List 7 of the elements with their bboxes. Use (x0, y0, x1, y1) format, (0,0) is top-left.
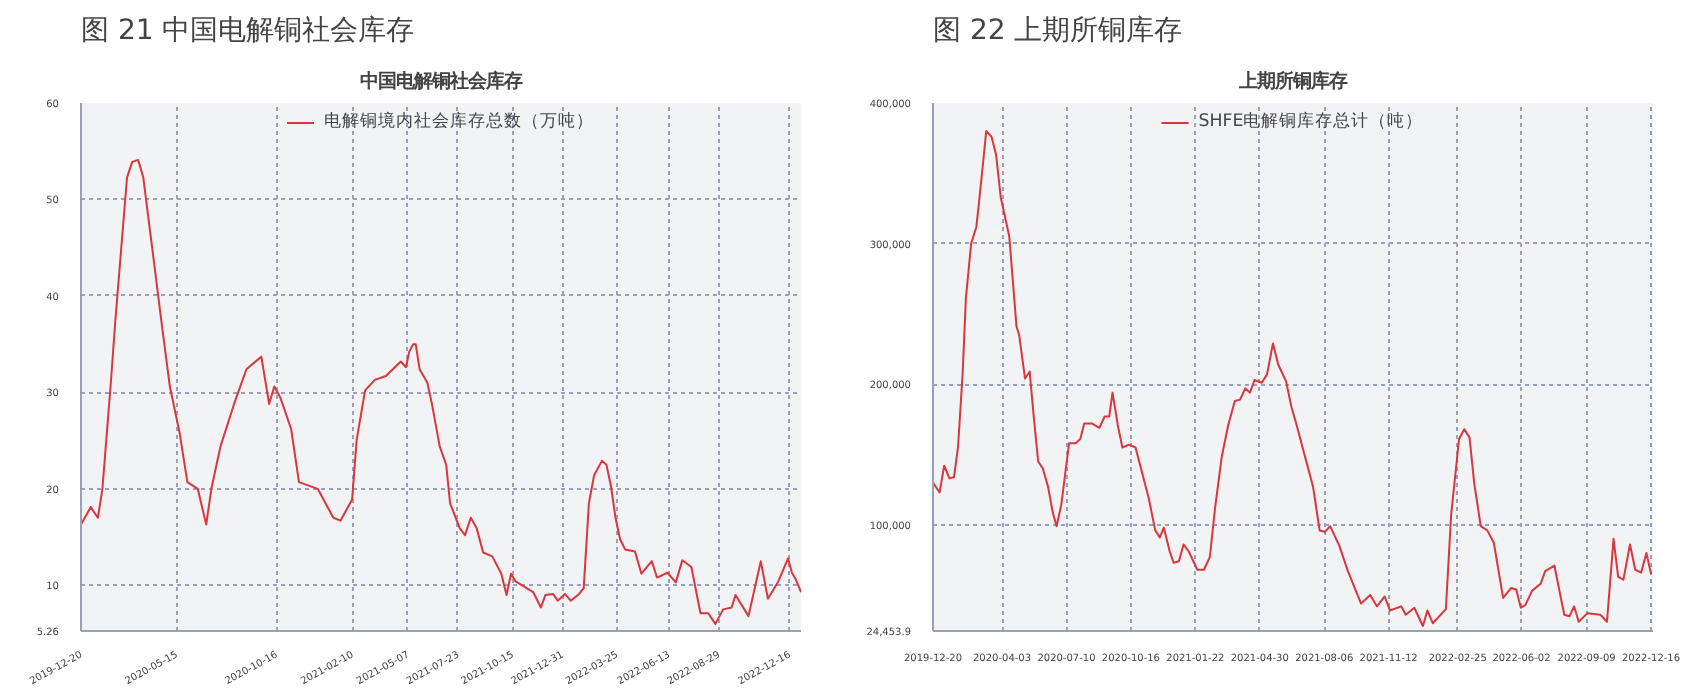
legend-label: 电解铜境内社会库存总数（万吨） (324, 110, 594, 134)
chart-subtitle: 上期所铜库存 (1237, 71, 1347, 93)
chart-title: 图 22 上期所铜库存 (933, 15, 1183, 47)
legend-label: SHFE电解铜库存总计（吨） (1198, 110, 1424, 134)
chart-title: 图 21 中国电解铜社会库存 (81, 15, 415, 47)
line-series (81, 158, 801, 625)
chart-subtitle: 中国电解铜社会库存 (360, 71, 522, 93)
